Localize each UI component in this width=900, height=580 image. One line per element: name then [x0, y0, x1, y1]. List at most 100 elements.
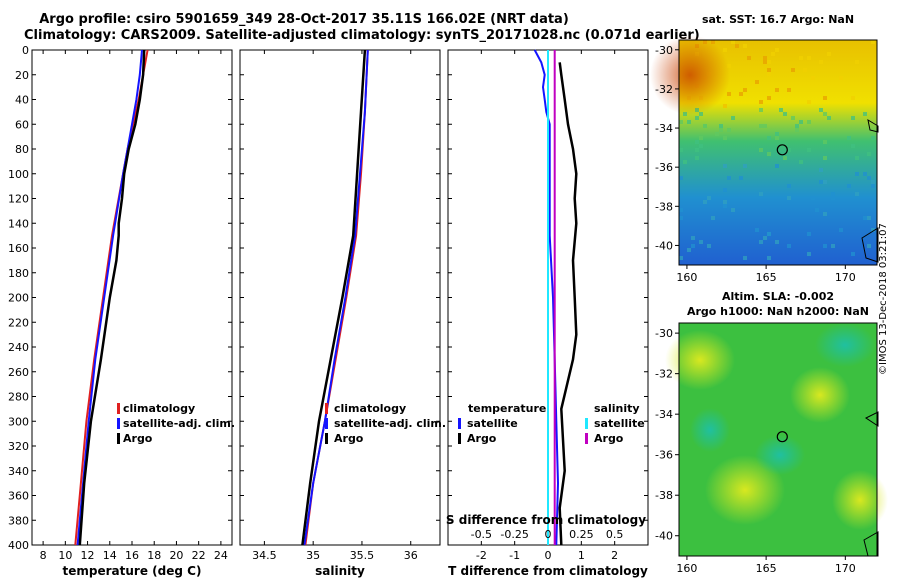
sst-pixel	[727, 176, 731, 180]
sst-map-frame	[678, 39, 878, 266]
sst-pixel	[723, 48, 727, 52]
legend-argo-label: Argo	[123, 432, 153, 445]
lon-tick-label: 160	[676, 562, 697, 575]
lat-tick-label: -34	[655, 122, 673, 135]
sst-pixel	[699, 136, 703, 140]
temperature-legend: climatology satellite-adj. clim. Argo	[117, 402, 235, 445]
series-argo	[78, 49, 146, 546]
sst-pixel	[767, 68, 771, 72]
sst-pixel	[731, 40, 735, 44]
sst-pixel	[767, 136, 771, 140]
sst-pixel	[831, 196, 835, 200]
sst-pixel	[851, 252, 855, 256]
sla-patch	[832, 470, 888, 530]
chart-title-line-2: Climatology: CARS2009. Satellite-adjuste…	[24, 28, 700, 43]
lat-tick-label: -32	[655, 368, 673, 381]
sst-pixel	[871, 40, 875, 44]
sst-pixel	[799, 120, 803, 124]
sla-coastline	[865, 411, 879, 427]
argo-position-marker	[776, 144, 788, 156]
legend-argo-swatch	[325, 433, 328, 444]
lat-tick-label: -36	[655, 161, 673, 174]
sst-pixel	[767, 152, 771, 156]
sst-pixel	[811, 196, 815, 200]
sst-pixel	[791, 116, 795, 120]
series-t-argo	[558, 62, 578, 546]
sst-pixel	[687, 120, 691, 124]
s-diff-tick-label: 0.25	[569, 528, 594, 541]
sst-pixel	[807, 252, 811, 256]
sst-pixel	[755, 80, 759, 84]
x-tick-label: -1	[509, 549, 520, 562]
sst-pixel	[795, 128, 799, 132]
argo-position-marker	[776, 431, 788, 443]
sst-pixel	[767, 96, 771, 100]
sst-pixel	[767, 60, 771, 64]
legend-satellite-swatch	[117, 418, 120, 429]
depth-tick-label: 60	[15, 118, 29, 131]
sst-map: 160 165 170 -30 -32 -34 -36 -38 -40	[650, 35, 879, 284]
sst-pixel	[727, 128, 731, 132]
sst-pixel	[775, 164, 779, 168]
sst-pixel	[871, 180, 875, 184]
legend-t-satellite-label: satellite	[467, 417, 518, 430]
legend-temperature-title: temperature	[468, 402, 546, 415]
depth-tick-label: 200	[8, 292, 29, 305]
lat-tick-label: -34	[655, 408, 673, 421]
sst-pixel	[767, 256, 771, 260]
sst-pixel	[699, 240, 703, 244]
legend-climatology-swatch	[325, 403, 328, 414]
sst-pixel	[763, 124, 767, 128]
sst-pixel	[787, 244, 791, 248]
sla-patch	[705, 455, 785, 525]
sst-pixel	[679, 120, 683, 124]
sst-pixel	[823, 140, 827, 144]
sst-pixel	[767, 232, 771, 236]
imos-timestamp: ©IMOS 13-Dec-2018 03:21:07	[878, 223, 889, 375]
sla-map-subtitle: Argo h1000: NaN h2000: NaN	[686, 305, 870, 318]
sst-pixel	[679, 176, 683, 180]
temperature-panel: 0 20 40 60 80 100 120 140 160 180 200 220 240 260 280 3…	[8, 44, 235, 578]
sst-pixel	[739, 92, 743, 96]
legend-s-satellite-swatch	[585, 418, 588, 429]
sst-pixel	[687, 248, 691, 252]
sst-pixel	[703, 124, 707, 128]
sst-pixel	[799, 56, 803, 60]
sst-pixel	[839, 76, 843, 80]
lat-tick-label: -38	[655, 200, 673, 213]
sst-pixel	[867, 216, 871, 220]
salinity-panel: 34.5 35 35.5 36 salinity climatology satell…	[239, 49, 446, 578]
sst-pixel	[775, 88, 779, 92]
sst-pixel	[871, 228, 875, 232]
x-tick-label: 22	[192, 549, 206, 562]
sst-pixel	[831, 192, 835, 196]
sst-pixel	[855, 172, 859, 176]
depth-tick-label: 120	[8, 193, 29, 206]
sst-warm-patch	[650, 35, 730, 115]
lat-tick-label: -40	[655, 239, 673, 252]
sst-pixel	[783, 156, 787, 160]
sst-pixel	[731, 116, 735, 120]
legend-argo-swatch	[117, 433, 120, 444]
sla-map-frame	[678, 322, 878, 557]
sst-pixel	[775, 240, 779, 244]
sst-pixel	[679, 216, 683, 220]
depth-tick-label: 240	[8, 341, 29, 354]
sla-patch	[790, 367, 850, 423]
legend-climatology-label: climatology	[123, 402, 195, 415]
sst-pixel	[759, 124, 763, 128]
lat-tick-label: -32	[655, 83, 673, 96]
lat-tick-label: -30	[655, 44, 673, 57]
legend-argo-label: Argo	[334, 432, 364, 445]
x-tick-label: 2	[611, 549, 618, 562]
sla-patch	[690, 408, 730, 452]
chart-title-line-1: Argo profile: csiro 5901659_349 28-Oct-2…	[39, 12, 569, 27]
sst-pixel	[759, 240, 763, 244]
sst-pixel	[723, 188, 727, 192]
x-tick-label: 35	[306, 549, 320, 562]
sst-pixel	[723, 104, 727, 108]
sst-pixel	[775, 132, 779, 136]
sst-pixel	[695, 156, 699, 160]
lon-tick-label: 165	[756, 562, 777, 575]
sst-pixel	[759, 100, 763, 104]
